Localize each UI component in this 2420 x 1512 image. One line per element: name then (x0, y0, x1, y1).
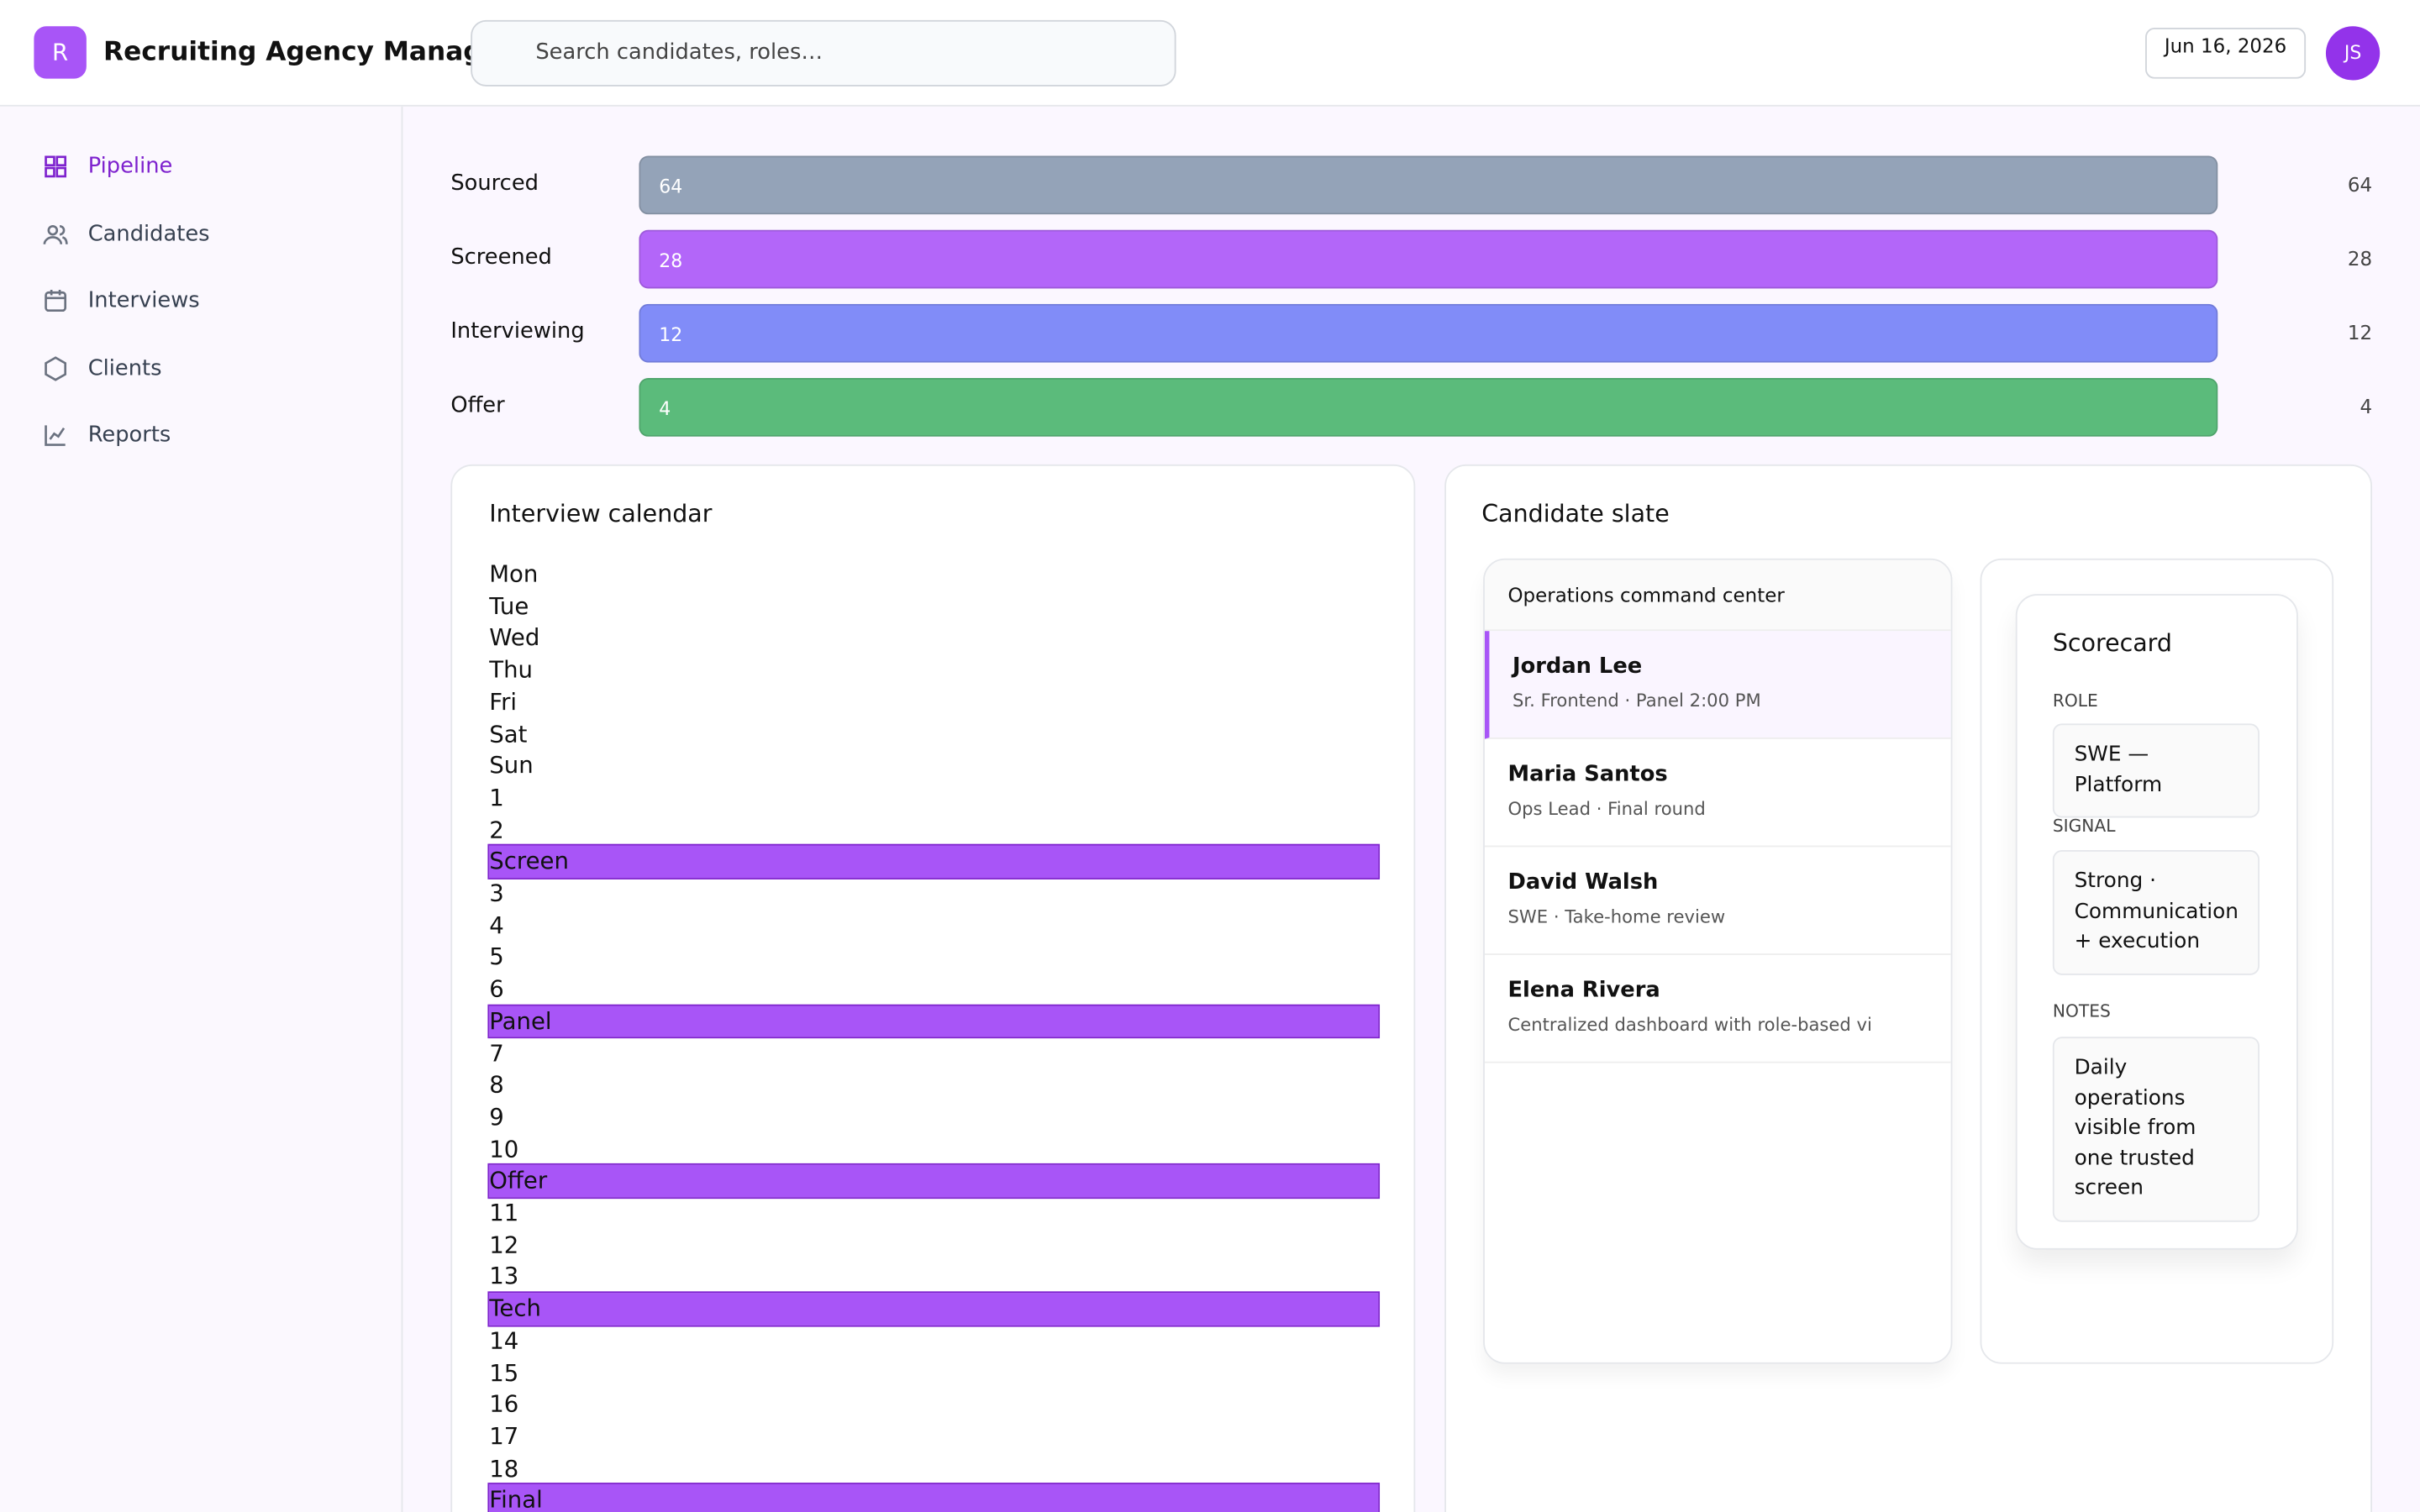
nav-label: Pipeline (87, 154, 173, 180)
nav-icon (43, 224, 68, 244)
nav-item[interactable]: Candidates (42, 217, 210, 250)
calendar-cell: 16 (489, 1390, 519, 1419)
candidate-name: Maria Santos (1507, 762, 1668, 787)
calendar-cell: 8 (489, 1071, 504, 1100)
candidate-name: David Walsh (1507, 869, 1659, 895)
stage-count: 4 (2360, 395, 2373, 418)
app-title: Recruiting Agency Manager (103, 37, 513, 68)
stage-label: Interviewing (450, 319, 585, 344)
calendar-cell: Tue (489, 591, 529, 620)
list-title: Operations command center (1484, 559, 1951, 632)
candidate-row[interactable]: David Walsh SWE · Take-home review (1484, 847, 1951, 955)
calendar-cell: Sat (489, 719, 528, 748)
candidate-row[interactable]: Jordan Lee Sr. Frontend · Panel 2:00 PM (1484, 631, 1951, 739)
scorecard-title: Scorecard (2052, 629, 2172, 658)
nav-label: Candidates (87, 221, 210, 247)
nav-label: Interviews (87, 288, 200, 314)
card-title: Candidate slate (1481, 500, 1670, 528)
calendar-cell: 4 (489, 911, 504, 939)
field-label: SIGNAL (2052, 816, 2116, 837)
calendar-event[interactable]: Offer (487, 1163, 1381, 1200)
search-box[interactable]: Search candidates, roles… (471, 19, 1176, 87)
calendar-cell: Mon (489, 559, 539, 588)
stage-bar: 64 (639, 155, 2218, 215)
calendar-cell: 13 (489, 1263, 519, 1291)
nav-item[interactable]: Clients (42, 351, 162, 385)
calendar-cell: Fri (489, 687, 518, 716)
calendar-cell: Sun (489, 751, 534, 780)
field-label: ROLE (2052, 690, 2098, 711)
nav-icon (45, 155, 67, 178)
candidate-detail: Centralized dashboard with role-based vi (1507, 1013, 1872, 1036)
nav-item[interactable]: Interviews (42, 284, 200, 318)
calendar-cell: 3 (489, 879, 504, 907)
nav-label: Clients (87, 355, 162, 381)
calendar-cell: 5 (489, 942, 504, 972)
calendar-cell: Thu (489, 655, 534, 684)
calendar-cell: 15 (489, 1358, 519, 1387)
nav-icon (45, 426, 66, 447)
nav-icon (45, 290, 67, 312)
logo[interactable]: R (34, 26, 87, 79)
calendar-cell: 2 (489, 815, 504, 843)
nav-item[interactable]: Pipeline (42, 150, 173, 183)
calendar-cell: 18 (489, 1454, 519, 1483)
stage-bar: 12 (639, 303, 2218, 363)
field-value: Strong · Communication + execution (2052, 850, 2260, 974)
stage-label: Screened (450, 245, 552, 270)
candidate-list: Operations command center Jordan Lee Sr. … (1483, 558, 1953, 1364)
calendar-event[interactable]: Panel (487, 1004, 1381, 1039)
candidate-detail: Ops Lead · Final round (1507, 797, 1706, 820)
stage-count: 28 (2347, 246, 2373, 270)
calendar-cell: 9 (489, 1103, 504, 1131)
calendar-card (450, 464, 1416, 1512)
field-value: Daily operations visible from one truste… (2052, 1037, 2260, 1221)
card-title: Interview calendar (489, 500, 713, 528)
top-bar (0, 0, 2420, 107)
sidebar (0, 106, 403, 1512)
nav-item[interactable]: Reports (42, 418, 171, 452)
candidate-name: Elena Rivera (1507, 978, 1660, 1003)
calendar-event[interactable]: Screen (487, 844, 1381, 879)
calendar-cell: 14 (489, 1326, 519, 1355)
candidate-name: Jordan Lee (1512, 654, 1643, 680)
calendar-cell: Wed (489, 623, 540, 652)
candidate-detail: Sr. Frontend · Panel 2:00 PM (1512, 690, 1761, 711)
field-value: SWE — Platform (2052, 723, 2260, 818)
candidate-detail: SWE · Take-home review (1507, 906, 1726, 927)
stage-count: 12 (2347, 321, 2373, 344)
calendar-cell: 7 (489, 1039, 504, 1068)
calendar-cell: 10 (489, 1135, 519, 1163)
avatar[interactable]: JS (2325, 26, 2381, 81)
date-picker[interactable]: Jun 16, 2026 (2145, 28, 2307, 79)
candidate-row[interactable]: Maria Santos Ops Lead · Final round (1484, 739, 1951, 848)
stage-label: Sourced (450, 171, 539, 197)
nav-icon (45, 355, 67, 381)
calendar-cell: 12 (489, 1231, 519, 1259)
stage-bar: 4 (639, 377, 2218, 437)
calendar-event[interactable]: Final (487, 1483, 1381, 1512)
stage-label: Offer (450, 393, 505, 418)
calendar-cell: 1 (489, 783, 504, 811)
field-label: NOTES (2052, 1001, 2111, 1021)
stage-count: 64 (2347, 172, 2373, 197)
calendar-event[interactable]: Tech (487, 1291, 1381, 1327)
calendar-cell: 6 (489, 974, 504, 1004)
nav-label: Reports (87, 423, 171, 449)
calendar-cell: 17 (489, 1422, 519, 1451)
calendar-cell: 11 (489, 1199, 519, 1227)
candidate-row[interactable]: Elena Rivera Centralized dashboard with r… (1484, 955, 1951, 1063)
stage-bar: 28 (639, 229, 2218, 289)
